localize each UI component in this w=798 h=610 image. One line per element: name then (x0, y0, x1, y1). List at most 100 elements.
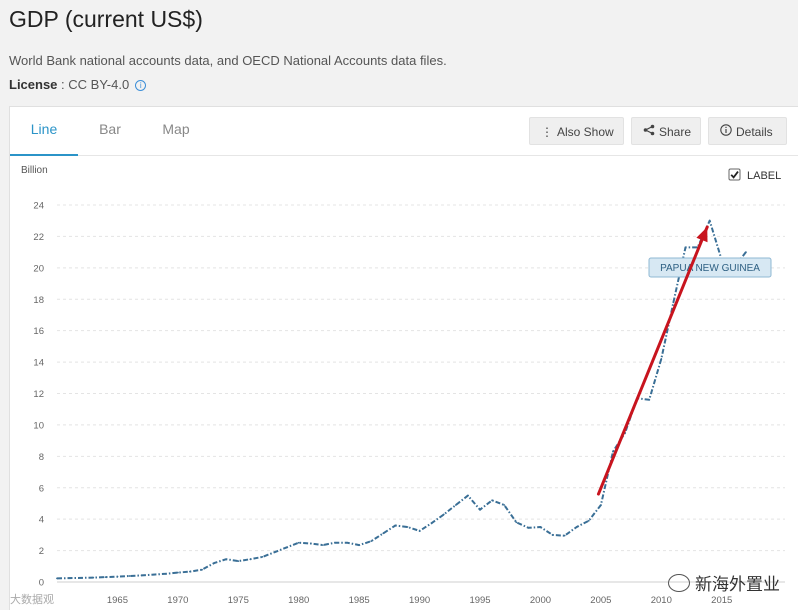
y-tick-label: 24 (33, 201, 44, 212)
tab-map[interactable]: Map (162, 121, 190, 137)
label-toggle-text: LABEL (747, 170, 781, 182)
data-point (92, 576, 95, 579)
data-point (612, 450, 614, 453)
data-point (116, 575, 119, 578)
vertical-dots-icon: ⋮ (541, 125, 553, 139)
series-tooltip-box (648, 257, 772, 278)
license-line: License : CC BY-4.0 i (9, 77, 147, 92)
data-point (104, 576, 107, 579)
page-title: GDP (current US$) (9, 6, 203, 32)
data-point (467, 494, 469, 497)
data-point (430, 522, 433, 524)
tab-bar-chart[interactable]: Bar (99, 121, 121, 137)
share-label: Share (659, 125, 692, 139)
data-point (152, 573, 155, 576)
data-point (672, 301, 675, 304)
y-tick-label: 16 (33, 326, 44, 337)
series-line-png (56, 219, 747, 580)
data-point (176, 571, 179, 574)
checkmark-icon (730, 171, 739, 179)
data-point (527, 526, 530, 529)
data-point (80, 577, 83, 579)
data-point (237, 560, 240, 563)
y-tick-label: 4 (39, 515, 44, 526)
data-point (454, 504, 457, 506)
data-point (575, 526, 578, 528)
data-point (587, 519, 590, 522)
tab-bar: Line Bar Map ⋮ Also Show Share Details (10, 107, 798, 156)
data-point (346, 541, 348, 544)
y-tick-label: 18 (33, 295, 44, 306)
data-point (68, 577, 70, 579)
data-point (406, 526, 409, 528)
also-show-button[interactable]: ⋮ Also Show (529, 117, 624, 145)
data-point (745, 251, 747, 254)
data-point (321, 544, 324, 546)
annotation-arrow-head (696, 226, 708, 243)
license-info-icon[interactable]: i (135, 80, 147, 91)
share-button[interactable]: Share (631, 117, 701, 145)
details-button[interactable]: Details (708, 117, 787, 145)
data-point (563, 534, 566, 537)
x-tick-label: 1965 (107, 595, 128, 606)
x-tick-label: 1970 (167, 595, 188, 606)
y-tick-label: 0 (39, 578, 44, 589)
y-tick-label: 22 (33, 232, 44, 243)
data-point (261, 555, 264, 558)
tab-line[interactable]: Line (10, 107, 78, 156)
data-point (273, 551, 276, 554)
data-point (660, 358, 663, 360)
data-point (370, 540, 373, 543)
data-point (189, 570, 191, 573)
license-label: License (9, 77, 58, 92)
data-point (491, 499, 494, 502)
annotation-arrow-line (596, 225, 709, 496)
data-point (382, 532, 385, 535)
data-point (479, 508, 481, 511)
data-point (201, 568, 203, 571)
watermark-text: 新海外置业 (695, 575, 780, 594)
license-separator: : (57, 77, 69, 92)
also-show-label: Also Show (557, 125, 614, 139)
y-tick-label: 8 (39, 452, 44, 463)
data-point (418, 530, 421, 532)
x-tick-label: 1990 (409, 595, 430, 606)
x-tick-label: 2005 (590, 595, 611, 606)
data-point (225, 558, 228, 561)
license-value: CC BY-4.0 (68, 77, 130, 92)
data-point (128, 575, 131, 577)
details-label: Details (736, 125, 773, 139)
x-tick-label: 1975 (228, 595, 249, 606)
data-point (297, 541, 300, 544)
x-tick-label: 2000 (530, 595, 551, 606)
x-tick-label: 2010 (651, 595, 672, 606)
data-point (684, 246, 687, 249)
x-tick-label: 1985 (349, 595, 370, 606)
share-icon (642, 118, 656, 146)
data-point (140, 574, 143, 577)
data-point (358, 544, 361, 546)
y-axis-unit-label: Billion (21, 165, 48, 176)
source-note: World Bank national accounts data, and O… (9, 53, 447, 68)
series-tooltip-label: PAPUA NEW GUINEA (660, 263, 760, 274)
data-point (394, 524, 397, 527)
data-point (539, 526, 542, 528)
label-checkbox (728, 168, 741, 181)
data-point (708, 219, 711, 222)
data-point (334, 541, 336, 544)
data-point (249, 558, 252, 561)
data-point (56, 577, 58, 580)
data-point (309, 542, 312, 545)
y-tick-label: 12 (33, 389, 44, 400)
data-point (503, 504, 506, 506)
x-tick-label: 1995 (469, 595, 490, 606)
y-tick-label: 10 (33, 420, 44, 431)
data-point (213, 562, 216, 565)
y-tick-label: 14 (33, 358, 44, 369)
watermark-logo: 大数据观 (10, 592, 54, 606)
data-point (648, 398, 651, 401)
y-tick-label: 20 (33, 263, 44, 274)
data-point (515, 521, 518, 524)
x-tick-label: 1980 (288, 595, 309, 606)
